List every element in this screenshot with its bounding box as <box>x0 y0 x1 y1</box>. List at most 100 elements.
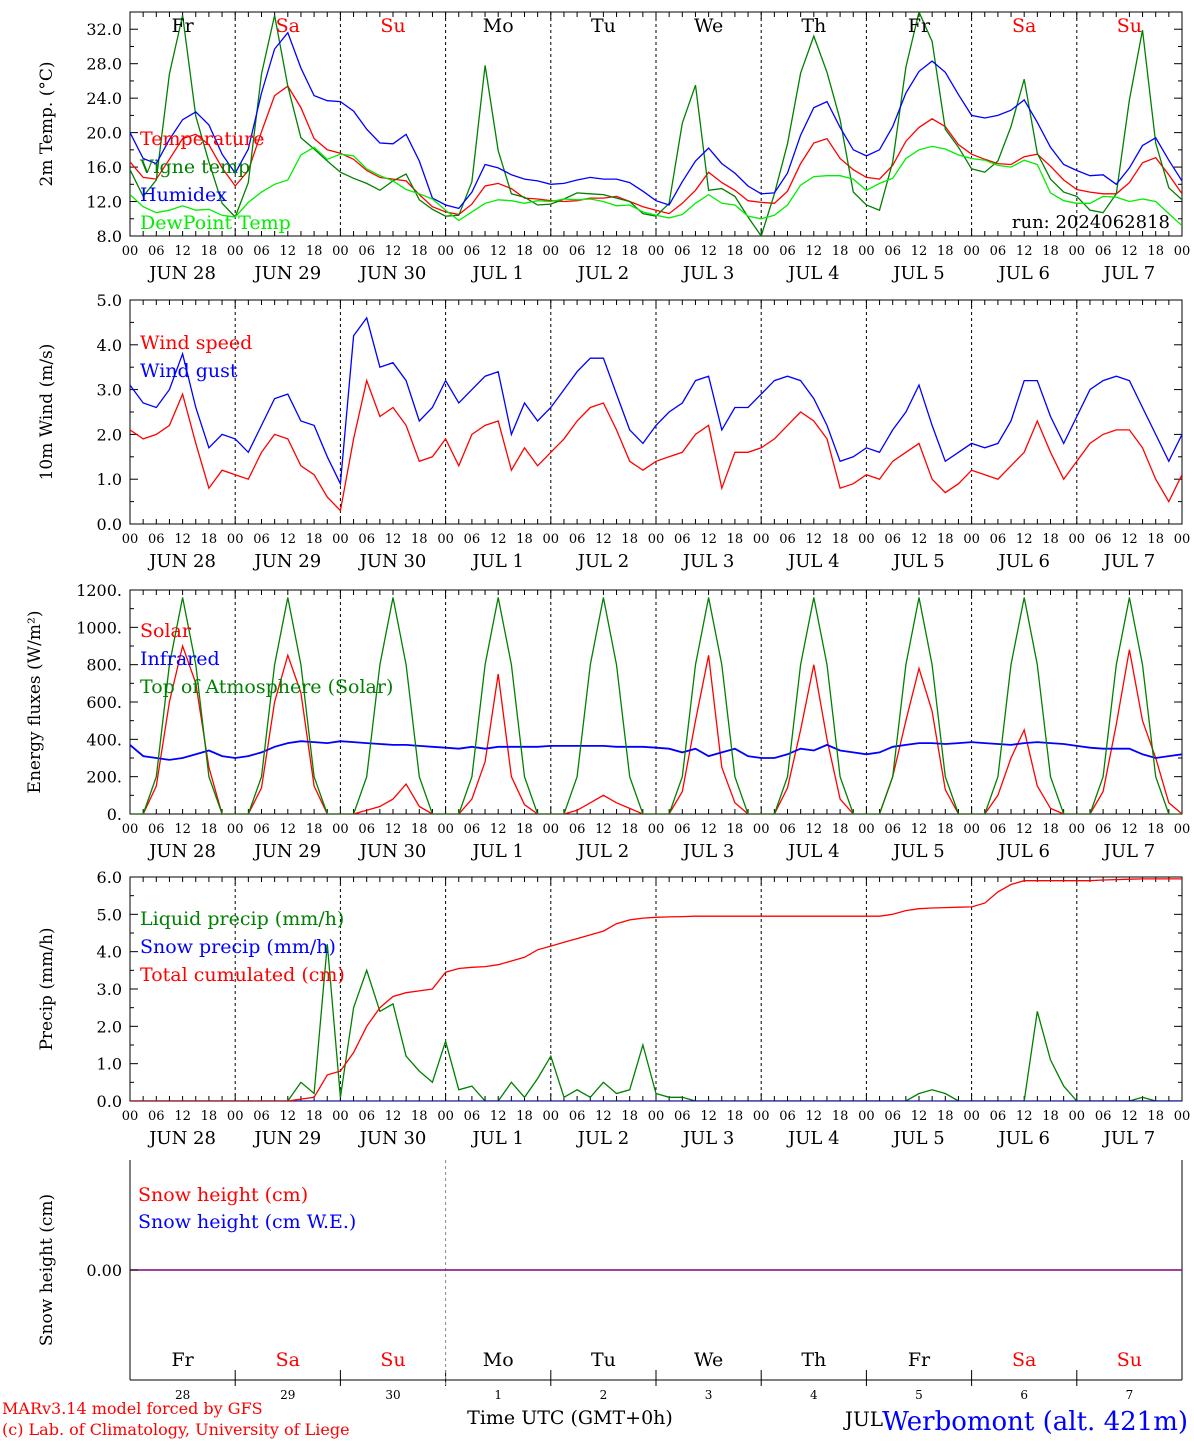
panel-3-hour-tick-label: 18 <box>1042 1109 1059 1124</box>
panel-1-hour-tick-label: 18 <box>621 532 638 547</box>
panel-2-hour-tick-label: 06 <box>1095 822 1112 837</box>
panel-1-hour-tick-label: 06 <box>253 532 270 547</box>
panel-0-hour-tick-label: 12 <box>595 244 612 259</box>
day-number: 3 <box>705 1388 713 1402</box>
panel-0-hour-tick-label: 00 <box>1069 244 1086 259</box>
time-axis-label: Time UTC (GMT+0h) <box>467 1407 673 1429</box>
panel-0-hour-tick-label: 12 <box>1016 244 1033 259</box>
legend-entry: Snow height (cm) <box>138 1184 308 1206</box>
legend-entry: Humidex <box>140 184 227 206</box>
panel-1-hour-tick-label: 00 <box>1069 532 1086 547</box>
panel-0-hour-tick-label: 18 <box>832 244 849 259</box>
panel-2-day-label: JUL 2 <box>576 841 630 862</box>
day-number: 7 <box>1126 1388 1134 1402</box>
panel-1-day-label: JUL 2 <box>576 551 630 572</box>
panel-2-hour-tick-label: 00 <box>1069 822 1086 837</box>
panel-2-hour-tick-label: 00 <box>227 822 244 837</box>
panel-1-hour-tick-label: 18 <box>411 532 428 547</box>
weekday-label: Sa <box>1012 15 1036 37</box>
legend-entry: Snow precip (mm/h) <box>140 936 336 958</box>
panel-0-hour-tick-label: 18 <box>201 244 218 259</box>
panel-2-hour-tick-label: 00 <box>963 822 980 837</box>
run-label: run: 2024062818 <box>1012 212 1170 233</box>
weekday-label: We <box>694 15 723 37</box>
panel-3-hour-tick-label: 00 <box>437 1109 454 1124</box>
panel-1-hour-tick-label: 06 <box>779 532 796 547</box>
panel-3-ytick-label: 3.0 <box>97 980 122 999</box>
panel-0-hour-tick-label: 18 <box>411 244 428 259</box>
panel-3-day-label: JUL 7 <box>1102 1128 1156 1149</box>
panel-3-day-label: JUL 6 <box>996 1128 1050 1149</box>
panel-1-hour-tick-label: 00 <box>437 532 454 547</box>
panel-0-ytick-label: 16.0 <box>86 158 122 177</box>
panel-1-day-label: JUL 4 <box>786 551 840 572</box>
panel-3-hour-tick-label: 00 <box>963 1109 980 1124</box>
panel-4-ylabel: Snow height (cm) <box>37 1194 57 1346</box>
panel-2-hour-tick-label: 06 <box>358 822 375 837</box>
panel-3-hour-tick-label: 06 <box>884 1109 901 1124</box>
panel-3-hour-tick-label: 12 <box>490 1109 507 1124</box>
panel-0-ytick-label: 20.0 <box>86 124 122 143</box>
panel-3-hour-tick-label: 18 <box>201 1109 218 1124</box>
day-number: 6 <box>1020 1388 1028 1402</box>
panel-0-day-label: JUL 1 <box>470 263 524 284</box>
panel-3-hour-tick-label: 06 <box>253 1109 270 1124</box>
panel-0-hour-tick-label: 12 <box>385 244 402 259</box>
panel-3-hour-tick-label: 12 <box>1016 1109 1033 1124</box>
panel-0-ytick-label: 24.0 <box>86 89 122 108</box>
panel-3-hour-tick-label: 12 <box>174 1109 191 1124</box>
panel-0-series-3 <box>130 145 1182 227</box>
panel-1-hour-tick-label: 00 <box>963 532 980 547</box>
panel-1-hour-tick-label: 18 <box>727 532 744 547</box>
panel-1-ytick-label: 4.0 <box>97 336 122 355</box>
panel-2-hour-tick-label: 00 <box>332 822 349 837</box>
panel-0-day-label: JUL 2 <box>576 263 630 284</box>
panel-2-series-0 <box>130 643 1182 814</box>
panel-1-hour-tick-label: 12 <box>1016 532 1033 547</box>
panel-1-hour-tick-label: 18 <box>832 532 849 547</box>
panel-0-hour-tick-label: 12 <box>174 244 191 259</box>
panel-0-hour-tick-label: 18 <box>621 244 638 259</box>
panel-0-ytick-label: 12.0 <box>86 193 122 212</box>
panel-0-hour-tick-label: 18 <box>306 244 323 259</box>
panel-2-hour-tick-label: 06 <box>884 822 901 837</box>
panel-2-day-label: JUL 4 <box>786 841 840 862</box>
panel-2-day-label: JUL 7 <box>1102 841 1156 862</box>
panel-3-ytick-label: 5.0 <box>97 905 122 924</box>
day-number: 29 <box>280 1388 295 1402</box>
panel-0-hour-tick-label: 06 <box>569 244 586 259</box>
panel-3-hour-tick-label: 06 <box>464 1109 481 1124</box>
panel-1-hour-tick-label: 06 <box>148 532 165 547</box>
panel-0-hour-tick-label: 06 <box>990 244 1007 259</box>
panel-1-hour-tick-label: 00 <box>227 532 244 547</box>
panel-3-series-2 <box>130 878 1182 1101</box>
panel-0-hour-tick-label: 00 <box>543 244 560 259</box>
day-number: 1 <box>494 1388 502 1402</box>
day-number: 2 <box>600 1388 608 1402</box>
panel-0-series-1 <box>130 12 1182 236</box>
panel-0-hour-tick-label: 06 <box>148 244 165 259</box>
panel-3-day-label: JUL 3 <box>681 1128 735 1149</box>
day-number: 4 <box>810 1388 818 1402</box>
panel-3-hour-tick-label: 18 <box>516 1109 533 1124</box>
panel-0-hour-tick-label: 18 <box>1147 244 1164 259</box>
panel-3-ylabel: Precip (mm/h) <box>37 927 57 1050</box>
panel-0-hour-tick-label: 06 <box>884 244 901 259</box>
panel-2-ytick-label: 0. <box>107 805 122 824</box>
panel-3-hour-tick-label: 06 <box>358 1109 375 1124</box>
panel-2-hour-tick-label: 06 <box>464 822 481 837</box>
panel-3-hour-tick-label: 18 <box>727 1109 744 1124</box>
legend-entry: Vigne temp <box>139 156 250 178</box>
panel-2-day-label: JUL 5 <box>891 841 945 862</box>
panel-3-hour-tick-label: 12 <box>911 1109 928 1124</box>
panel-2-hour-tick-label: 12 <box>174 822 191 837</box>
legend-entry: DewPoint Temp <box>140 212 291 234</box>
weekday-label-bottom: Fr <box>171 1349 194 1371</box>
panel-2-day-label: JUN 30 <box>358 841 427 862</box>
panel-3-hour-tick-label: 00 <box>1174 1109 1191 1124</box>
panel-3-hour-tick-label: 18 <box>306 1109 323 1124</box>
panel-1-day-label: JUL 7 <box>1102 551 1156 572</box>
panel-2-ytick-label: 600. <box>86 693 122 712</box>
weekday-label: Sa <box>276 15 300 37</box>
panel-0-hour-tick-label: 00 <box>332 244 349 259</box>
